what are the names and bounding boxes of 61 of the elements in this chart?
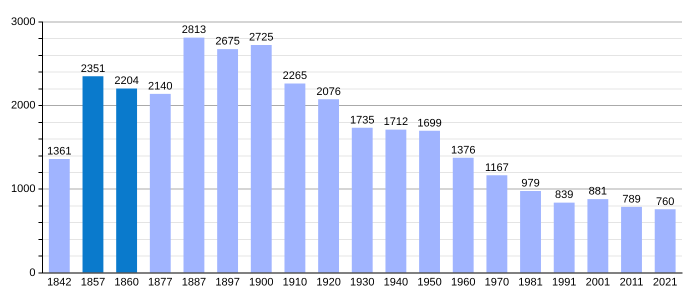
data-label: 1712: [384, 116, 408, 128]
data-label: 1167: [485, 162, 509, 174]
data-label: 760: [656, 196, 674, 208]
data-label: 2140: [148, 80, 173, 92]
data-label: 2675: [215, 36, 240, 48]
bar: [352, 128, 373, 272]
x-tick-label: 1877: [148, 276, 173, 288]
bar: [621, 206, 642, 272]
x-tick-label: 1991: [552, 276, 576, 288]
bar: [520, 190, 541, 272]
x-tick-label: 1900: [249, 276, 274, 288]
x-tick-label: 1860: [114, 276, 139, 288]
data-label: 2265: [282, 70, 308, 82]
x-tick-label: 1940: [384, 276, 408, 288]
data-label: 839: [555, 189, 574, 202]
x-tick-label: 1857: [80, 276, 106, 288]
x-tick-label: 2021: [652, 276, 678, 288]
data-label: 789: [622, 193, 641, 206]
y-tick-label: 2000: [10, 100, 36, 112]
data-label: 2351: [80, 62, 106, 75]
bar: [116, 88, 138, 272]
y-tick-label: 3000: [10, 16, 36, 28]
data-label: 881: [588, 186, 608, 198]
bar: [284, 83, 306, 272]
data-label: 1735: [350, 114, 374, 126]
x-tick-label: 1981: [518, 276, 543, 288]
data-label: 1361: [47, 146, 72, 158]
y-tick-label: 0: [29, 266, 36, 279]
data-label: 1699: [417, 117, 442, 130]
x-tick-label: 1897: [215, 276, 240, 288]
x-tick-label: 1950: [417, 276, 442, 288]
x-tick-label: 1887: [182, 276, 206, 288]
bar: [486, 175, 508, 272]
data-label: 2813: [182, 24, 206, 36]
bar: [318, 99, 340, 272]
y-tick-label: 1000: [10, 183, 36, 196]
x-tick-label: 1910: [282, 276, 308, 288]
x-tick-label: 1930: [350, 276, 374, 288]
data-label: 1376: [450, 144, 476, 156]
bar: [217, 49, 238, 272]
bar: [82, 76, 104, 272]
bar: [554, 202, 575, 272]
bar: [150, 94, 171, 272]
data-label: 2076: [316, 86, 341, 98]
x-tick-label: 2011: [620, 276, 644, 288]
bar: [452, 158, 474, 272]
bar: [385, 130, 406, 272]
data-label: 979: [521, 177, 540, 190]
bar: [184, 38, 204, 272]
x-tick-label: 1960: [450, 276, 476, 288]
x-tick-label: 1842: [47, 276, 72, 288]
bar: [587, 199, 608, 272]
x-tick-label: 1970: [484, 276, 510, 288]
bar: [419, 130, 440, 272]
x-tick-label: 1920: [316, 276, 341, 288]
data-label: 2725: [249, 32, 274, 44]
bar: [48, 159, 70, 272]
data-label: 2204: [114, 75, 139, 88]
bar: [250, 44, 272, 272]
bar: [654, 209, 676, 272]
x-tick-label: 2001: [586, 276, 610, 288]
